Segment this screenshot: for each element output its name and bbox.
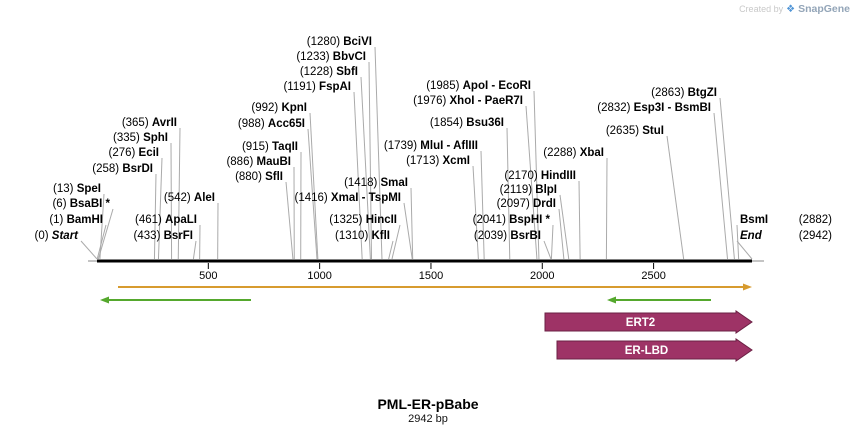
site-label-bbvci: (1233) BbvCI [296, 51, 366, 63]
leader-line [360, 76, 371, 260]
site-label-maubi: (886) MauBI [226, 156, 291, 168]
leader-line [96, 224, 107, 260]
leader-line [192, 240, 197, 260]
leader-line [480, 150, 485, 260]
site-label-smai: (1418) SmaI [344, 177, 408, 189]
site-label-avrii: (365) AvrII [121, 117, 177, 129]
snapgene-logo-icon: ❖ [786, 3, 796, 15]
leader-line [391, 224, 401, 260]
site-label-xhoi-paer7i: (1976) XhoI - PaeR7I [413, 95, 523, 107]
leader-line [558, 208, 565, 260]
leader-line [374, 46, 383, 260]
map-title: PML-ER-pBabe [377, 396, 479, 412]
leader-line [99, 193, 105, 260]
green-feature-arrow-right-head [607, 296, 616, 304]
site-label-btgzi: (2863) BtgZI [651, 87, 717, 99]
leader-line [97, 208, 114, 260]
leader-line [80, 240, 98, 260]
site-label-bsphi: (2041) BspHI * [472, 214, 550, 226]
site-label-start: (0) Start [34, 230, 78, 242]
green-feature-arrow-left-head [100, 296, 109, 304]
site-label-bsrdi: (258) BsrDI [92, 163, 153, 175]
leader-line [309, 112, 319, 260]
leader-line [472, 165, 479, 260]
site-label-ecii: (276) EciI [108, 147, 159, 159]
feature-ER-LBD [556, 338, 753, 362]
leader-line [177, 127, 181, 260]
map-length-subtitle: 2942 bp [408, 413, 448, 425]
site-label-hincii: (1325) HincII [329, 214, 397, 226]
leader-line [559, 194, 570, 260]
site-label-sphi: (335) SphI [113, 132, 168, 144]
leader-line [578, 180, 581, 260]
site-label-end: End (2942) [740, 230, 832, 242]
site-label-kpni: (992) KpnI [251, 102, 307, 114]
ruler-tick-label: 500 [199, 270, 218, 282]
leader-line [153, 173, 157, 260]
snapgene-brand-text: SnapGene [798, 3, 850, 15]
site-label-hindiii: (2170) HindIII [504, 170, 576, 182]
snapgene-watermark: Created by ❖ SnapGene [739, 3, 850, 15]
site-label-alei: (542) AleI [163, 192, 215, 204]
ruler-tick-label: 2000 [530, 270, 555, 282]
site-label-kfli: (1310) KflI [335, 230, 390, 242]
ruler-tick-label: 1000 [307, 270, 332, 282]
feature-ER-LBD-label: ER-LBD [625, 345, 668, 357]
ruler-tick-label: 1500 [418, 270, 444, 282]
site-label-bsrbi: (2039) BsrBI [473, 230, 541, 242]
leader-line [307, 128, 318, 260]
site-label-bsmi: BsmI (2882) [740, 214, 832, 226]
leader-line [543, 240, 552, 260]
leader-line [285, 181, 294, 260]
site-label-bamhi: (1) BamHI [49, 214, 103, 226]
site-label-spei: (13) SpeI [53, 183, 101, 195]
site-label-acc65i: (988) Acc65I [237, 118, 305, 130]
site-label-sfli: (880) SflI [235, 171, 283, 183]
leader-line [666, 135, 685, 260]
orange-feature-arrow-head [743, 283, 752, 291]
leader-line [719, 97, 735, 260]
leader-line [388, 240, 394, 260]
site-label-bsabi: (6) BsaBI * [52, 198, 110, 210]
site-label-fspai: (1191) FspAI [283, 81, 351, 93]
site-label-taqii: (915) TaqII [241, 141, 298, 153]
leader-line [157, 157, 163, 260]
site-label-xcmi: (1713) XcmI [406, 155, 470, 167]
site-label-blpi: (2119) BlpI [499, 184, 557, 196]
leader-line [353, 91, 363, 260]
site-label-bsu36i: (1854) Bsu36I [429, 117, 504, 129]
leader-line [506, 127, 511, 260]
site-label-xbai: (2288) XbaI [543, 147, 604, 159]
leader-line [533, 90, 540, 260]
site-label-xmai-tspmi: (1416) XmaI - TspMI [294, 192, 401, 204]
site-label-apali: (461) ApaLI [135, 214, 197, 226]
leader-line [713, 112, 729, 260]
leader-line [170, 142, 173, 260]
leader-line [736, 240, 753, 260]
site-label-apoi-ecori: (1985) ApoI - EcoRI [426, 80, 531, 92]
site-label-bsrfi: (433) BsrFI [133, 230, 193, 242]
site-label-bcivi: (1280) BciVI [306, 36, 372, 48]
feature-ERT2 [544, 310, 753, 334]
site-label-esp3i-bsmbi: (2832) Esp3I - BsmBI [597, 102, 711, 114]
ruler-tick-label: 2500 [641, 270, 666, 282]
site-label-mlui-afliii: (1739) MluI - AflIII [383, 140, 478, 152]
leader-line [550, 224, 554, 260]
leader-line [605, 157, 608, 260]
feature-ERT2-label: ERT2 [626, 317, 655, 329]
map-title-block: PML-ER-pBabe 2942 bp [0, 396, 856, 425]
site-label-stui: (2635) StuI [605, 125, 664, 137]
created-by-text: Created by [739, 4, 784, 14]
leader-line [410, 187, 414, 260]
site-label-drdi: (2097) DrdI [496, 198, 556, 210]
site-label-sbfi: (1228) SbfI [299, 66, 358, 78]
leader-line [403, 202, 413, 260]
leader-line [525, 105, 538, 260]
leader-line [368, 61, 373, 260]
